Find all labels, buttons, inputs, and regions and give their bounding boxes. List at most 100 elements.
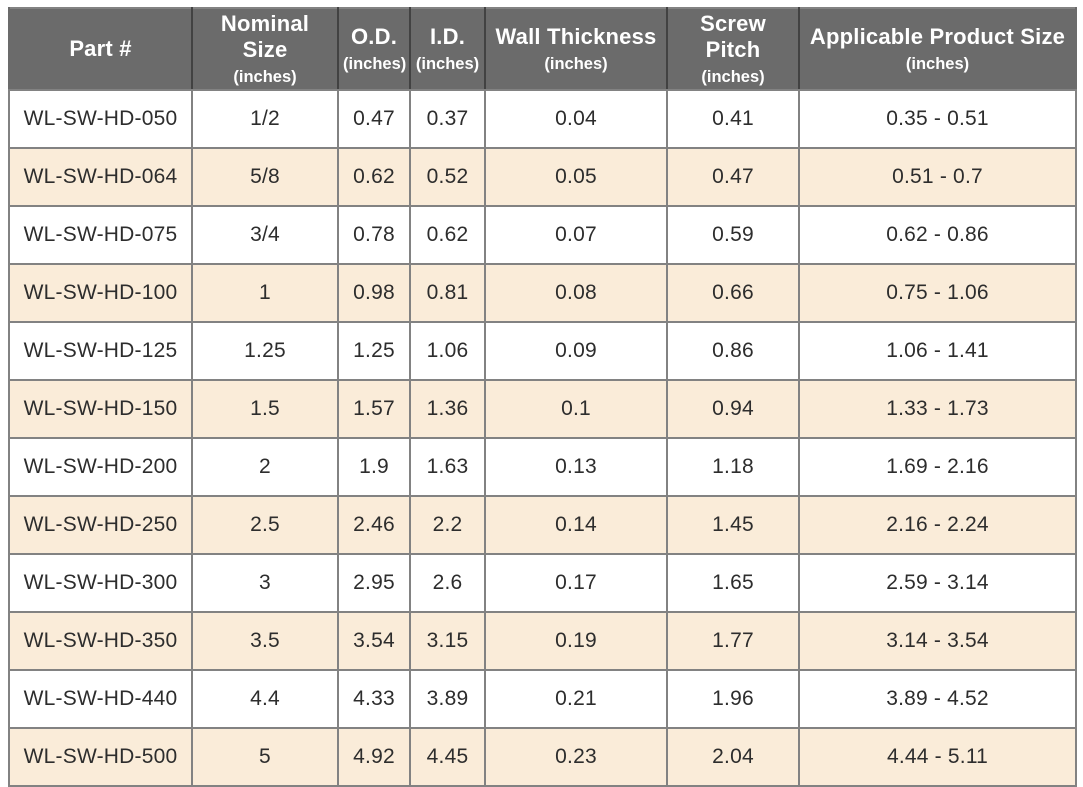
col-header-label: Wall Thickness xyxy=(495,24,657,49)
wall-thickness-cell: 0.07 xyxy=(484,205,668,265)
screw-pitch-cell: 0.59 xyxy=(666,205,800,265)
applicable-size-cell: 0.75 - 1.06 xyxy=(798,263,1077,323)
col-header-label: Screw Pitch xyxy=(700,11,766,62)
applicable-size-cell: 2.59 - 3.14 xyxy=(798,553,1077,613)
screw-pitch-cell: 2.04 xyxy=(666,727,800,787)
id-cell: 3.89 xyxy=(409,669,486,729)
wall-thickness-cell: 0.19 xyxy=(484,611,668,671)
table-body: WL-SW-HD-050 1/2 0.47 0.37 0.04 0.41 0.35 - 0.… xyxy=(8,89,1077,787)
part-number-cell: WL-SW-HD-050 xyxy=(8,89,193,149)
part-number-cell: WL-SW-HD-500 xyxy=(8,727,193,787)
wall-thickness-cell: 0.1 xyxy=(484,379,668,439)
nominal-size-cell: 4.4 xyxy=(191,669,339,729)
screw-pitch-cell: 1.96 xyxy=(666,669,800,729)
col-header-label: Part # xyxy=(69,36,132,61)
nominal-size-cell: 2 xyxy=(191,437,339,497)
od-cell: 3.54 xyxy=(337,611,411,671)
table-row: WL-SW-HD-125 1.25 1.25 1.06 0.09 0.86 1.06 - 1… xyxy=(8,321,1077,381)
id-cell: 1.06 xyxy=(409,321,486,381)
applicable-size-cell: 3.14 - 3.54 xyxy=(798,611,1077,671)
screw-pitch-cell: 0.94 xyxy=(666,379,800,439)
id-cell: 1.63 xyxy=(409,437,486,497)
part-number-cell: WL-SW-HD-100 xyxy=(8,263,193,323)
id-cell: 0.52 xyxy=(409,147,486,207)
screw-pitch-cell: 1.65 xyxy=(666,553,800,613)
col-header-wall-thickness: Wall Thickness (inches) xyxy=(484,8,668,91)
screw-pitch-cell: 1.18 xyxy=(666,437,800,497)
nominal-size-cell: 5 xyxy=(191,727,339,787)
col-header-screw-pitch: Screw Pitch (inches) xyxy=(666,8,800,91)
col-header-unit: (inches) xyxy=(701,68,765,86)
col-header-label: I.D. xyxy=(429,24,466,49)
wall-thickness-cell: 0.23 xyxy=(484,727,668,787)
nominal-size-cell: 3.5 xyxy=(191,611,339,671)
id-cell: 0.37 xyxy=(409,89,486,149)
table-header-row: Part # Nominal Size (inches) O.D. (inche… xyxy=(8,8,1077,91)
screw-pitch-cell: 0.47 xyxy=(666,147,800,207)
od-cell: 2.95 xyxy=(337,553,411,613)
screw-pitch-cell: 1.45 xyxy=(666,495,800,555)
col-header-unit: (inches) xyxy=(544,55,608,73)
id-cell: 0.62 xyxy=(409,205,486,265)
table-row: WL-SW-HD-440 4.4 4.33 3.89 0.21 1.96 3.89 - 4.… xyxy=(8,669,1077,729)
screw-pitch-cell: 0.66 xyxy=(666,263,800,323)
nominal-size-cell: 3/4 xyxy=(191,205,339,265)
id-cell: 1.36 xyxy=(409,379,486,439)
applicable-size-cell: 3.89 - 4.52 xyxy=(798,669,1077,729)
part-number-cell: WL-SW-HD-150 xyxy=(8,379,193,439)
col-header-part-number: Part # xyxy=(8,8,193,91)
applicable-size-cell: 0.62 - 0.86 xyxy=(798,205,1077,265)
nominal-size-cell: 1.25 xyxy=(191,321,339,381)
col-header-label: Nominal Size xyxy=(220,11,310,62)
wall-thickness-cell: 0.05 xyxy=(484,147,668,207)
wall-thickness-cell: 0.13 xyxy=(484,437,668,497)
nominal-size-cell: 3 xyxy=(191,553,339,613)
table-row: WL-SW-HD-250 2.5 2.46 2.2 0.14 1.45 2.16 - 2.2… xyxy=(8,495,1077,555)
od-cell: 4.92 xyxy=(337,727,411,787)
part-number-cell: WL-SW-HD-250 xyxy=(8,495,193,555)
screw-pitch-cell: 0.41 xyxy=(666,89,800,149)
id-cell: 0.81 xyxy=(409,263,486,323)
nominal-size-cell: 1 xyxy=(191,263,339,323)
applicable-size-cell: 1.33 - 1.73 xyxy=(798,379,1077,439)
col-header-outer-diameter: O.D. (inches) xyxy=(337,8,411,91)
applicable-size-cell: 1.06 - 1.41 xyxy=(798,321,1077,381)
id-cell: 2.6 xyxy=(409,553,486,613)
id-cell: 4.45 xyxy=(409,727,486,787)
applicable-size-cell: 2.16 - 2.24 xyxy=(798,495,1077,555)
od-cell: 2.46 xyxy=(337,495,411,555)
table-row: WL-SW-HD-100 1 0.98 0.81 0.08 0.66 0.75 - 1.06 xyxy=(8,263,1077,323)
col-header-label: O.D. xyxy=(350,24,398,49)
applicable-size-cell: 4.44 - 5.11 xyxy=(798,727,1077,787)
part-number-cell: WL-SW-HD-440 xyxy=(8,669,193,729)
table-row: WL-SW-HD-350 3.5 3.54 3.15 0.19 1.77 3.14 - 3.… xyxy=(8,611,1077,671)
part-number-cell: WL-SW-HD-300 xyxy=(8,553,193,613)
screw-pitch-cell: 1.77 xyxy=(666,611,800,671)
nominal-size-cell: 2.5 xyxy=(191,495,339,555)
table-row: WL-SW-HD-150 1.5 1.57 1.36 0.1 0.94 1.33 - 1.7… xyxy=(8,379,1077,439)
applicable-size-cell: 0.51 - 0.7 xyxy=(798,147,1077,207)
col-header-nominal-size: Nominal Size (inches) xyxy=(191,8,339,91)
wall-thickness-cell: 0.04 xyxy=(484,89,668,149)
wall-thickness-cell: 0.17 xyxy=(484,553,668,613)
wall-thickness-cell: 0.09 xyxy=(484,321,668,381)
od-cell: 0.62 xyxy=(337,147,411,207)
od-cell: 4.33 xyxy=(337,669,411,729)
col-header-unit: (inches) xyxy=(343,55,407,73)
part-number-cell: WL-SW-HD-350 xyxy=(8,611,193,671)
table-row: WL-SW-HD-500 5 4.92 4.45 0.23 2.04 4.44 - 5.11 xyxy=(8,727,1077,787)
col-header-inner-diameter: I.D. (inches) xyxy=(409,8,486,91)
part-number-cell: WL-SW-HD-075 xyxy=(8,205,193,265)
wall-thickness-cell: 0.21 xyxy=(484,669,668,729)
screw-pitch-cell: 0.86 xyxy=(666,321,800,381)
part-number-cell: WL-SW-HD-200 xyxy=(8,437,193,497)
col-header-unit: (inches) xyxy=(905,55,970,73)
nominal-size-cell: 1.5 xyxy=(191,379,339,439)
od-cell: 1.25 xyxy=(337,321,411,381)
wall-thickness-cell: 0.14 xyxy=(484,495,668,555)
id-cell: 3.15 xyxy=(409,611,486,671)
od-cell: 1.57 xyxy=(337,379,411,439)
table-row: WL-SW-HD-075 3/4 0.78 0.62 0.07 0.59 0.62 - 0.… xyxy=(8,205,1077,265)
parts-spec-table: Part # Nominal Size (inches) O.D. (inche… xyxy=(8,7,1077,787)
id-cell: 2.2 xyxy=(409,495,486,555)
